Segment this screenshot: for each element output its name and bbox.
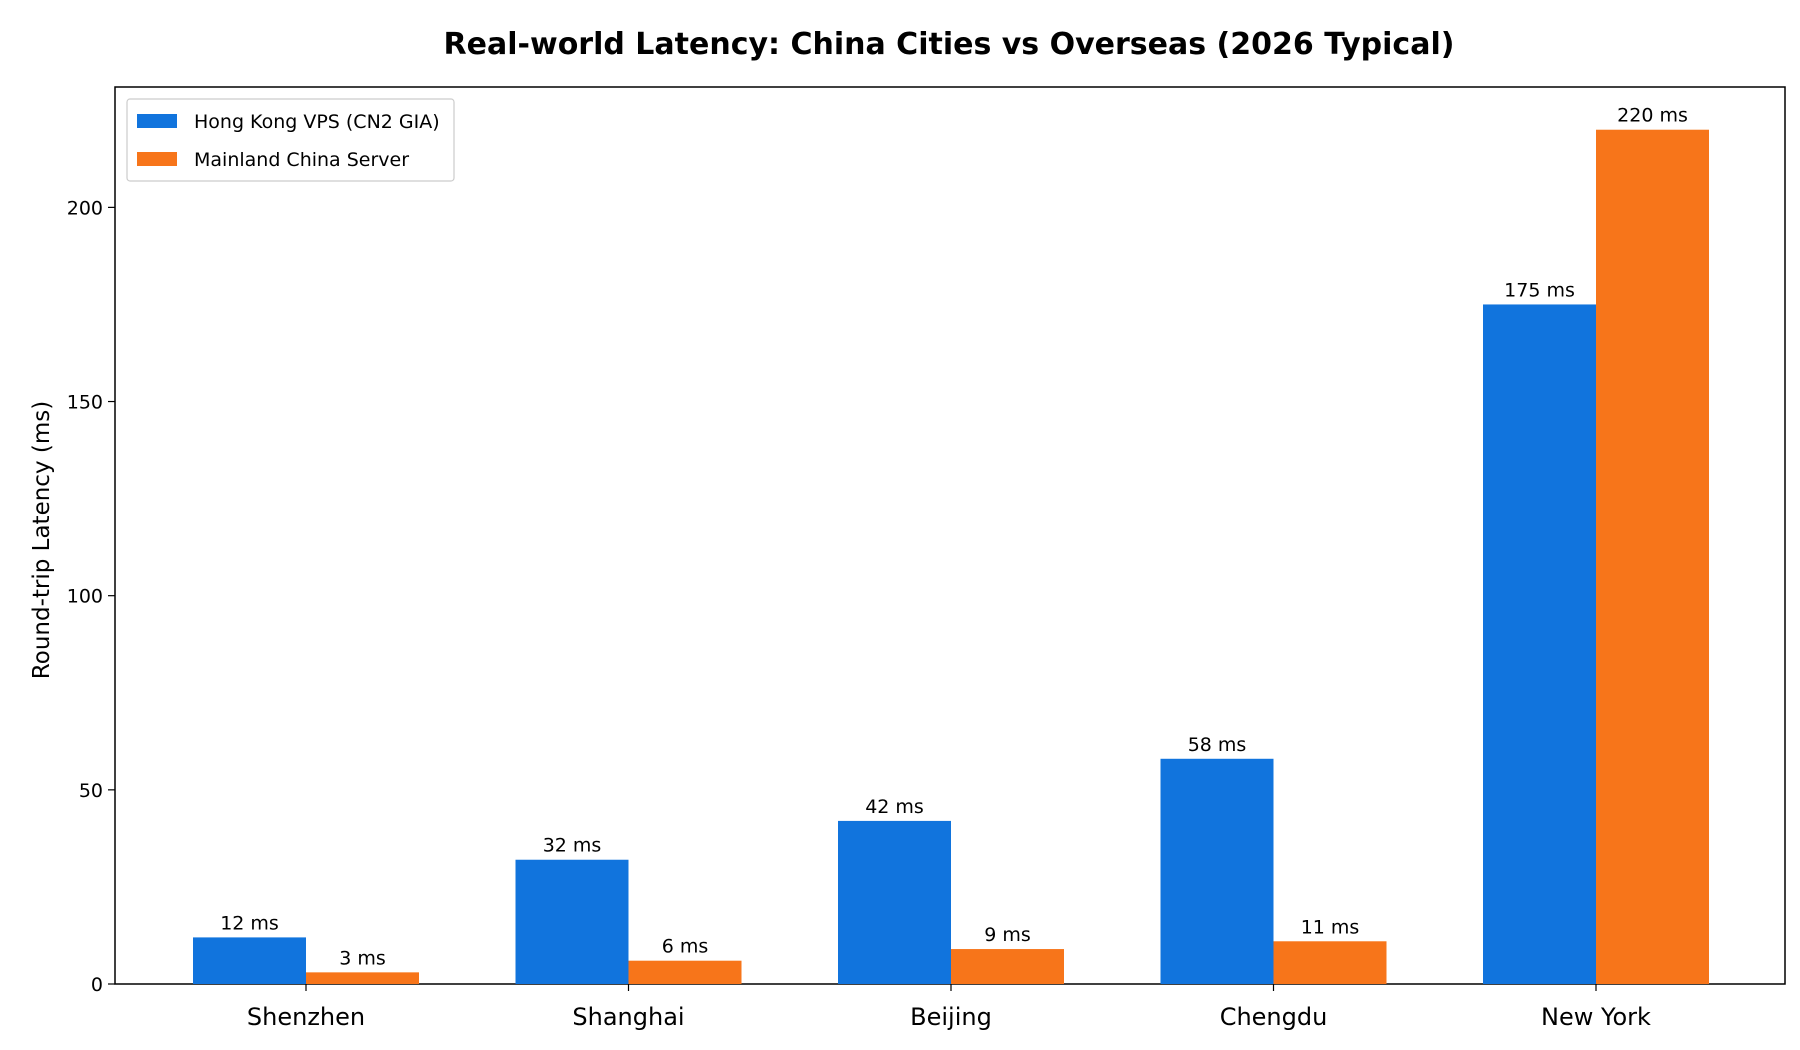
x-tick-label-shenzhen: Shenzhen <box>247 1003 365 1031</box>
data-label-mainland-china-server-beijing: 9 ms <box>984 924 1031 946</box>
y-axis-label: Round-trip Latency (ms) <box>29 401 55 679</box>
data-label-hong-kong-vps-new-york: 175 ms <box>1504 279 1575 301</box>
x-tick-label-beijing: Beijing <box>910 1003 992 1031</box>
data-label-mainland-china-server-shanghai: 6 ms <box>662 936 709 958</box>
y-tick-label: 100 <box>67 586 103 608</box>
y-tick-label: 200 <box>67 197 103 219</box>
x-tick-label-chengdu: Chengdu <box>1220 1003 1328 1031</box>
y-tick-label: 50 <box>79 780 103 802</box>
bar-hong-kong-vps-beijing <box>838 820 951 984</box>
data-label-mainland-china-server-new-york: 220 ms <box>1617 105 1688 127</box>
data-label-hong-kong-vps-chengdu: 58 ms <box>1188 734 1247 756</box>
bar-hong-kong-vps-shenzhen <box>193 937 306 984</box>
legend-swatch-hong-kong-vps <box>137 114 177 128</box>
y-axis: 0 50 100 150 200 <box>67 197 115 996</box>
data-label-hong-kong-vps-shenzhen: 12 ms <box>220 912 279 934</box>
x-tick-label-new-york: New York <box>1541 1003 1651 1031</box>
y-tick-label: 150 <box>67 392 103 414</box>
bar-mainland-china-server-beijing <box>951 949 1064 984</box>
legend: Hong Kong VPS (CN2 GIA) Mainland China S… <box>126 98 455 182</box>
x-axis: Shenzhen Shanghai Beijing Chengdu New York <box>247 984 1651 1031</box>
data-label-hong-kong-vps-shanghai: 32 ms <box>543 835 602 857</box>
legend-label-hong-kong-vps: Hong Kong VPS (CN2 GIA) <box>194 111 440 133</box>
bar-hong-kong-vps-shanghai <box>515 859 629 984</box>
data-label-mainland-china-server-shenzhen: 3 ms <box>339 947 386 969</box>
bar-hong-kong-vps-new-york <box>1483 304 1596 984</box>
bar-hong-kong-vps-chengdu <box>1160 758 1274 984</box>
bar-mainland-china-server-chengdu <box>1273 941 1387 984</box>
bar-mainland-china-server-new-york <box>1596 129 1709 984</box>
data-label-mainland-china-server-chengdu: 11 ms <box>1301 916 1360 938</box>
legend-swatch-mainland-china-server <box>137 152 177 166</box>
bar-mainland-china-server-shenzhen <box>306 972 419 984</box>
bars-layer <box>193 129 1709 984</box>
data-label-hong-kong-vps-beijing: 42 ms <box>865 796 924 818</box>
data-labels-layer: 12 ms 32 ms 42 ms 58 ms 175 ms 3 ms 6 ms 9 ms 11… <box>220 105 1688 970</box>
chart-title: Real-world Latency: China Cities vs Over… <box>444 27 1455 62</box>
x-tick-label-shanghai: Shanghai <box>572 1003 684 1031</box>
legend-box <box>126 98 455 182</box>
bar-mainland-china-server-shanghai <box>628 960 742 984</box>
legend-label-mainland-china-server: Mainland China Server <box>194 149 409 171</box>
y-tick-label: 0 <box>91 974 103 996</box>
